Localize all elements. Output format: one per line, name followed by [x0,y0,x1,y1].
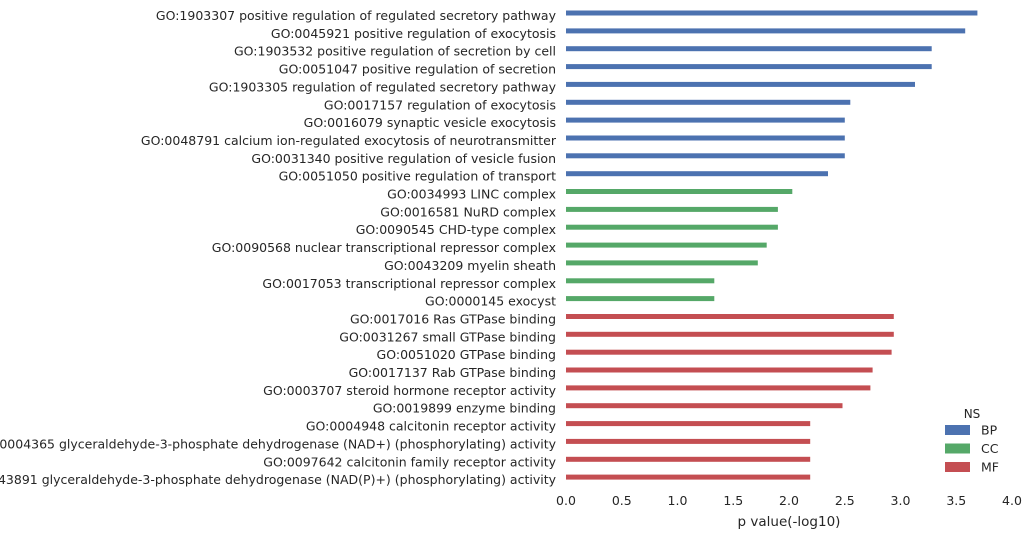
bar-cc-14 [566,260,758,266]
x-tick-label: 3.5 [946,493,966,508]
bar-cc-10 [566,189,793,194]
bar-cc-12 [566,224,778,230]
category-label: GO:0043209 myelin sheath [384,258,556,273]
category-label: GO:0031267 small GTPase binding [339,329,556,344]
bar-mf-23 [566,421,811,427]
bar-cc-13 [566,242,767,248]
bar-bp-9 [566,171,828,177]
category-label: GO:0017016 Ras GTPase binding [350,312,556,327]
category-label: GO:0051047 positive regulation of secret… [279,62,556,77]
category-label: GO:0016581 NuRD complex [380,204,556,219]
category-label: GO:0048791 calcium ion-regulated exocyto… [141,133,557,148]
bar-mf-24 [566,438,811,444]
legend-title: NS [964,407,981,421]
category-label: GO:1903305 regulation of regulated secre… [209,79,557,94]
category-label: GO:0000145 exocyst [425,294,556,309]
legend-label-mf: MF [981,460,999,475]
bar-bp-3 [566,64,932,70]
x-tick-label: 2.0 [779,493,799,508]
category-label: GO:0034993 LINC complex [387,187,556,202]
category-label: GO:0090568 nuclear transcriptional repre… [212,240,556,255]
category-label: GO:0017157 regulation of exocytosis [324,97,556,112]
bar-bp-1 [566,28,966,34]
category-labels-group: GO:1903307 positive regulation of regula… [0,8,557,487]
bar-bp-5 [566,99,851,105]
bar-mf-21 [566,385,871,391]
x-axis-title: p value(-log10) [738,514,841,530]
bar-mf-25 [566,456,811,462]
category-label: GO:0045921 positive regulation of exocyt… [271,26,556,41]
category-label: GO:0017137 Rab GTPase binding [349,365,556,380]
category-label: GO:1903532 positive regulation of secret… [234,44,556,59]
bar-mf-17 [566,314,894,319]
category-label: GO:1903307 positive regulation of regula… [156,8,557,23]
x-tick-label: 1.5 [723,493,743,508]
category-label: GO:0090545 CHD-type complex [356,222,556,237]
category-label: GO:0097642 calcitonin family receptor ac… [263,454,556,469]
x-tick-label: 2.5 [835,493,855,508]
category-label: GO:0051050 positive regulation of transp… [279,169,557,184]
category-label: GO:0043891 glyceraldehyde-3-phosphate de… [0,472,557,487]
bars-group [566,10,978,480]
bar-bp-8 [566,153,845,159]
category-label: GO:0017053 transcriptional repressor com… [262,276,556,291]
legend: NS BP CC MF [945,407,999,475]
x-tick-label: 1.0 [668,493,688,508]
category-label: GO:0019899 enzyme binding [373,401,556,416]
x-tick-label: 3.0 [891,493,911,508]
legend-label-bp: BP [981,423,998,438]
bar-mf-26 [566,474,811,480]
category-label: GO:0004948 calcitonin receptor activity [306,419,557,434]
bar-mf-22 [566,403,843,409]
bar-bp-2 [566,46,932,52]
bar-mf-20 [566,367,873,373]
bar-bp-7 [566,135,845,141]
legend-swatch-mf [945,462,970,472]
category-label: GO:0051020 GTPase binding [377,347,556,362]
bar-mf-18 [566,331,894,337]
category-label: GO:0003707 steroid hormone receptor acti… [263,383,556,398]
bar-bp-6 [566,117,845,123]
category-label: GO:0031340 positive regulation of vesicl… [251,151,556,166]
bar-bp-0 [566,10,978,16]
bar-cc-11 [566,206,778,212]
bar-cc-15 [566,278,715,284]
category-label: GO:0004365 glyceraldehyde-3-phosphate de… [0,436,557,451]
category-label: GO:0016079 synaptic vesicle exocytosis [304,115,556,130]
bar-bp-4 [566,81,915,87]
x-tick-labels-group: 0.0 0.5 1.0 1.5 2.0 2.5 3.0 3.5 4.0 [556,493,1022,508]
legend-swatch-bp [945,425,970,435]
x-tick-label: 0.5 [612,493,632,508]
legend-label-cc: CC [981,441,999,456]
legend-swatch-cc [945,443,970,454]
x-tick-label: 4.0 [1002,493,1022,508]
x-tick-label: 0.0 [556,493,576,508]
bar-mf-19 [566,349,892,355]
bar-cc-16 [566,296,715,302]
